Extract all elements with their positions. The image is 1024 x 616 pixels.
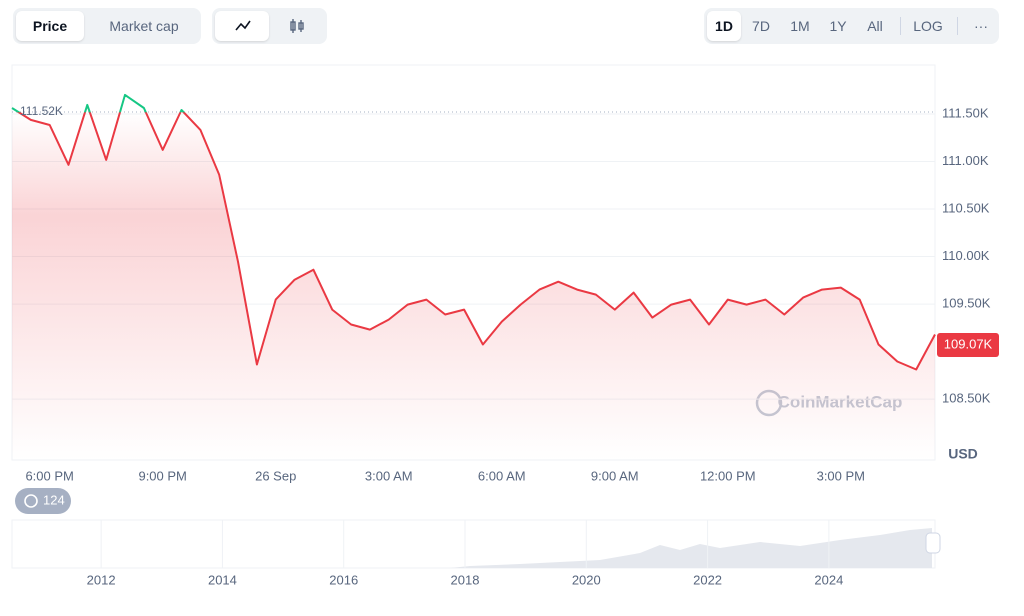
tab-group: Price Market cap — [13, 8, 201, 44]
navigator-overview — [450, 528, 932, 568]
x-tick-label: 6:00 AM — [478, 468, 526, 483]
line-icon — [235, 20, 251, 31]
line-toggle[interactable] — [215, 11, 269, 41]
separator — [957, 17, 958, 35]
plot-frame — [11, 64, 936, 461]
last-price-label: 109.07K — [944, 336, 993, 351]
last-price-box — [937, 332, 999, 357]
badge-text: 124 — [43, 492, 65, 507]
x-tick-label: 9:00 PM — [138, 468, 186, 483]
price-line — [11, 93, 936, 371]
x-tick-label: 6:00 PM — [25, 468, 73, 483]
separator — [900, 17, 901, 35]
range-button[interactable]: 1D — [707, 11, 741, 41]
x-tick-label: 9:00 AM — [591, 468, 639, 483]
navigator-tick-label: 2022 — [693, 572, 722, 587]
y-tick-label: 111.50K — [942, 105, 989, 120]
watermark: CoinMarketCap — [778, 392, 903, 411]
navigator-tick-label: 2012 — [87, 572, 116, 587]
y-tick-label: 108.50K — [942, 391, 991, 406]
watermark-logo — [755, 389, 783, 417]
navigator-tick-label: 2020 — [572, 572, 601, 587]
log-button[interactable]: LOG — [913, 18, 943, 34]
navigator-tick-label: 2018 — [451, 572, 480, 587]
x-tick-label: 12:00 PM — [700, 468, 756, 483]
x-tick-label: 26 Sep — [255, 468, 296, 483]
navigator-frame — [11, 519, 936, 569]
more-button[interactable]: ··· — [974, 18, 988, 34]
range-button[interactable]: All — [867, 18, 883, 34]
range-button[interactable]: 1Y — [829, 18, 847, 34]
tab[interactable]: Market cap — [109, 18, 179, 34]
navigator-tick-label: 2024 — [814, 572, 843, 587]
candle-toggle[interactable] — [270, 11, 324, 41]
range-button[interactable]: 7D — [752, 18, 770, 34]
area — [12, 94, 935, 461]
navigator-tick-label: 2016 — [329, 572, 358, 587]
y-tick-label: 110.50K — [942, 200, 990, 215]
x-tick-label: 3:00 PM — [817, 468, 865, 483]
y-tick-label: 110.00K — [942, 248, 990, 263]
badge-icon — [24, 494, 38, 508]
chart-type-group — [212, 8, 327, 44]
navigator-handle[interactable] — [925, 532, 941, 554]
tab[interactable]: Price — [16, 11, 84, 41]
range-group: 1D 7D 1M 1Y All LOG ··· — [704, 8, 999, 44]
badge — [15, 488, 71, 514]
open-price-label: 111.52K — [20, 104, 63, 118]
y-axis-label: USD — [948, 446, 978, 462]
navigator-tick-label: 2014 — [208, 572, 237, 587]
candle-icon — [290, 19, 304, 33]
range-button[interactable]: 1M — [790, 18, 810, 34]
y-tick-label: 111.00K — [942, 153, 989, 168]
x-tick-label: 3:00 AM — [365, 468, 413, 483]
y-tick-label: 109.50K — [942, 296, 991, 311]
